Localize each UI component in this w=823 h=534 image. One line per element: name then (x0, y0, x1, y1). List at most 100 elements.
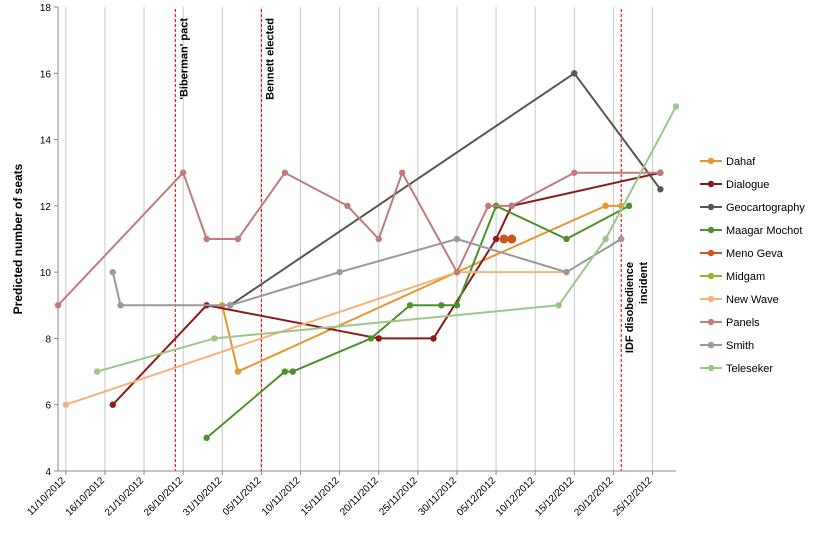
x-tick-label: 15/11/2012 (299, 475, 342, 518)
event-label: Bennett elected (264, 18, 276, 100)
legend-label: Smith (726, 340, 754, 352)
data-point (453, 235, 461, 243)
x-tick-label: 25/11/2012 (377, 475, 420, 518)
data-point (563, 268, 570, 276)
data-point (485, 202, 492, 210)
series-line (229, 72, 662, 307)
legend-item: Panels (700, 317, 760, 329)
y-tick-label: 14 (40, 136, 52, 147)
data-point (375, 335, 382, 342)
x-tick-label: 21/10/2012 (103, 475, 146, 518)
x-tick-label: 25/12/2012 (611, 475, 654, 518)
data-point (602, 202, 609, 210)
legend-label: Teleseker (726, 363, 773, 375)
legend-swatch-marker (707, 249, 715, 257)
data-point (571, 70, 578, 77)
legend-item: Midgam (700, 271, 765, 283)
data-point (281, 169, 289, 176)
data-point (62, 401, 70, 408)
legend-swatch-marker (707, 295, 715, 303)
y-tick-label: 16 (40, 69, 52, 80)
series-line (96, 105, 677, 373)
legend-label: Panels (726, 317, 760, 329)
y-tick-label: 6 (45, 401, 51, 412)
legend-swatch-marker (707, 157, 715, 165)
x-tick-label: 30/11/2012 (416, 475, 459, 518)
x-tick-label: 16/10/2012 (64, 475, 107, 518)
data-point (625, 202, 633, 210)
data-point (453, 302, 461, 309)
series-dialogue (109, 169, 664, 408)
data-point (367, 335, 375, 342)
series-line (205, 204, 630, 439)
series-geocartography (226, 70, 664, 309)
series-lines (54, 70, 680, 442)
data-point (406, 302, 414, 309)
legend-swatch-marker (707, 318, 715, 326)
x-tick-label: 20/12/2012 (572, 475, 615, 518)
data-point (571, 169, 578, 176)
data-point (234, 368, 242, 375)
legend-item: Maagar Mochot (700, 225, 802, 237)
data-point (672, 103, 680, 110)
data-point (657, 169, 664, 176)
legend-swatch-marker (707, 203, 715, 211)
data-point (93, 368, 101, 375)
data-point (602, 235, 609, 243)
y-tick-label: 18 (40, 3, 52, 14)
data-point (117, 302, 124, 309)
legend-label: Geocartography (726, 202, 805, 214)
series-dahaf (219, 202, 625, 375)
data-point (344, 202, 351, 210)
x-tick-label: 31/10/2012 (181, 475, 224, 518)
y-tick-label: 4 (45, 467, 51, 478)
data-point (508, 202, 515, 210)
series-new-wave (62, 268, 570, 408)
legend-swatch-marker (707, 226, 715, 234)
x-tick-label: 26/10/2012 (142, 475, 185, 518)
x-tick-label: 20/11/2012 (338, 475, 381, 518)
y-tick-label: 8 (45, 334, 51, 345)
event-label: 'Biberman' pact (178, 18, 190, 100)
data-point (453, 268, 461, 276)
data-point (54, 302, 62, 309)
legend-item: Dialogue (700, 179, 769, 191)
data-point (281, 368, 289, 375)
legend-label: Midgam (726, 271, 765, 283)
legend-swatch-marker (707, 341, 715, 349)
legend-item: Meno Geva (700, 248, 784, 260)
series-teleseker (93, 103, 680, 375)
series-panels (54, 169, 664, 309)
legend-swatch-marker (707, 364, 715, 372)
data-point (234, 235, 242, 243)
data-point (289, 368, 296, 375)
x-tick-label: 10/12/2012 (494, 475, 537, 518)
data-point (618, 235, 625, 243)
y-tick-label: 10 (40, 268, 52, 279)
y-tick-label: 12 (40, 202, 52, 213)
legend-label: Maagar Mochot (726, 225, 802, 237)
x-tick-label: 05/12/2012 (455, 475, 498, 518)
legend-swatch-marker (707, 180, 715, 188)
data-point (499, 234, 509, 244)
data-point (109, 401, 116, 408)
data-point (336, 268, 343, 276)
data-point (657, 186, 664, 193)
data-point (563, 235, 570, 243)
series-maagar-mochot (203, 202, 633, 442)
data-point (492, 235, 500, 243)
legend-item: Dahaf (700, 156, 756, 168)
data-point (430, 335, 437, 342)
legend-swatch-marker (707, 272, 715, 280)
data-point (399, 169, 406, 176)
data-point (375, 235, 382, 243)
data-point (179, 169, 187, 176)
series-meno-geva (499, 234, 517, 244)
legend: Dahaf Dialogue Geocartography Maagar Mochot… (700, 156, 805, 375)
data-point (226, 302, 234, 309)
x-tick-label: 05/11/2012 (221, 475, 264, 518)
legend-label: Dialogue (726, 179, 769, 191)
legend-item: Teleseker (700, 363, 773, 375)
x-tick-label: 15/12/2012 (533, 475, 576, 518)
